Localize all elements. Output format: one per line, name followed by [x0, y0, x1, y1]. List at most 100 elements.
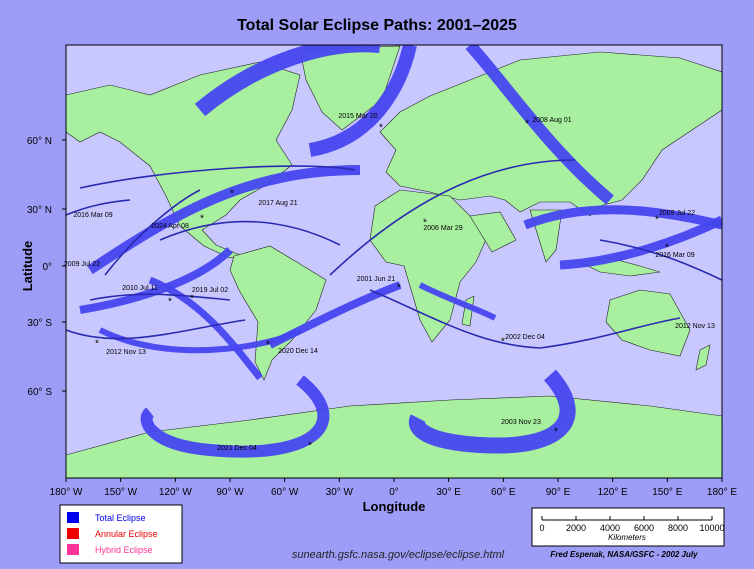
eclipse-label: 2012 Nov 13: [106, 349, 146, 356]
eclipse-label: 2006 Mar 29: [423, 225, 462, 232]
eclipse-path: [329, 159, 576, 276]
eclipse-path: [66, 319, 246, 340]
arabia: [469, 211, 517, 253]
scale-tick-label: 0: [539, 523, 544, 533]
legend-swatch: [67, 528, 79, 539]
scale-tick-label: 10000: [699, 523, 724, 533]
title: Total Solar Eclipse Paths: 2001–2025: [237, 17, 517, 34]
x-tick-label: 30° W: [326, 487, 354, 498]
south-america: [229, 245, 327, 381]
eclipse-label: 2016 Mar 09: [73, 212, 112, 219]
eclipse-path: [104, 189, 201, 276]
eclipse-path: [79, 165, 356, 189]
x-tick-label: 30° E: [436, 487, 461, 498]
eclipse-label: 2002 Dec 04: [505, 334, 545, 341]
eclipse-label: 2010 Jul 11: [122, 285, 158, 292]
antarctica: [66, 395, 722, 478]
scale: 0 2000 4000 6000 8000 10000: [539, 516, 725, 533]
eclipse-marker: *: [95, 339, 99, 350]
eclipse-path: [599, 239, 722, 281]
eclipse-marker: *: [665, 243, 669, 254]
footer-url: sunearth.gsfc.nasa.gov/eclipse/eclipse.h…: [292, 549, 505, 561]
eclipse-path: [369, 289, 681, 349]
eclipse-label: 2009 Jul 22: [64, 261, 100, 268]
eclipse-marker: *: [525, 119, 529, 130]
eclipse-path: [159, 220, 341, 246]
eclipse-label: 2001 Jun 21: [357, 276, 396, 283]
eclipse-label: 2021 Dec 04: [217, 445, 257, 452]
eclipse-marker: *: [266, 340, 270, 351]
x-tick-label: 90° E: [546, 487, 571, 498]
x-tick-label: 150° E: [652, 487, 682, 498]
eclipse-label: 2012 Nov 13: [675, 323, 715, 330]
eclipse-path: [89, 293, 231, 301]
eclipse-marker: *: [397, 283, 401, 294]
x-tick-label: 60° W: [271, 487, 299, 498]
eclipse-label: 2016 Mar 09: [655, 252, 694, 259]
madagascar: [461, 295, 475, 327]
eclipse-marker: *: [308, 441, 312, 452]
x-tick-label: 180° E: [707, 487, 737, 498]
y-axis-label: Latitude: [20, 241, 35, 292]
x-tick-label: 120° E: [598, 487, 628, 498]
legend-label: Hybrid Eclipse: [95, 545, 153, 555]
eclipse-marker: *: [200, 214, 204, 225]
eclipse-band: [559, 215, 722, 270]
eclipse-band: [418, 282, 497, 321]
legend-label: Annular Eclipse: [95, 529, 158, 539]
x-tick-label: 180° W: [50, 487, 83, 498]
eclipse-marker: *: [379, 123, 383, 134]
eclipse-band: [408, 369, 576, 454]
australia: [605, 289, 691, 357]
eclipse-marker: *: [230, 189, 234, 200]
x-axis-label: Longitude: [363, 499, 426, 514]
eclipse-band: [98, 327, 303, 354]
eclipse-path: [66, 199, 131, 216]
eclipse-band: [523, 205, 722, 230]
eclipse-marker: *: [190, 294, 194, 305]
x-tick-label: 120° W: [159, 487, 192, 498]
y-tick-label: 30° N: [27, 205, 52, 216]
legend-box: [59, 504, 183, 564]
legend-swatch: [67, 512, 79, 523]
eclipse-marker: *: [501, 337, 505, 348]
eclipse-band: [308, 45, 417, 157]
eclipse-label: 2015 Mar 20: [338, 113, 377, 120]
legend-swatch: [67, 544, 79, 555]
eclipse-label: 2009 Jul 22: [659, 210, 695, 217]
y-tick-label: 60° S: [27, 387, 52, 398]
legend: Total Eclipse Annular Eclipse Hybrid Eclip…: [67, 512, 158, 555]
eclipse-band: [140, 375, 330, 458]
y-tick-label: 0°: [42, 262, 52, 273]
eclipse-labels: *2015 Mar 20* 2008 Aug 01*2017 Aug 212016…: [64, 113, 715, 452]
eclipse-band: [194, 45, 380, 117]
eclipse-band: [148, 276, 263, 381]
eclipse-label: 2024 Apr 08: [151, 223, 189, 230]
eclipse-band: [465, 45, 614, 205]
y-tick-label: 60° N: [27, 136, 52, 147]
eclipse-label: 2003 Nov 23: [501, 419, 541, 426]
scale-box: [531, 507, 725, 547]
eclipse-band: [87, 165, 361, 275]
y-tick-label: 30° S: [27, 318, 52, 329]
legend-label: Total Eclipse: [95, 513, 146, 523]
greenland: [299, 45, 401, 131]
eclipse-marker: *: [423, 218, 427, 229]
scale-tick-label: 6000: [634, 523, 654, 533]
x-tick-label: 150° W: [104, 487, 137, 498]
new-zealand: [695, 344, 711, 371]
x-tick-label: 60° E: [491, 487, 516, 498]
axes: 180° W 150° W 120° W 90° W 60° W 30° W 0° 30° E…: [27, 136, 738, 498]
x-tick-label: 0°: [389, 487, 399, 498]
africa: [369, 189, 493, 343]
eclipse-label: 2020 Dec 14: [278, 348, 318, 355]
x-tick-label: 90° W: [216, 487, 244, 498]
eclipse-marker: *: [655, 215, 659, 226]
eclipse-label: 2017 Aug 21: [258, 200, 297, 207]
scale-tick-label: 4000: [600, 523, 620, 533]
scale-tick-label: 2000: [566, 523, 586, 533]
eclipse-marker: *: [554, 427, 558, 438]
eclipse-label: 2019 Jul 02: [192, 287, 228, 294]
